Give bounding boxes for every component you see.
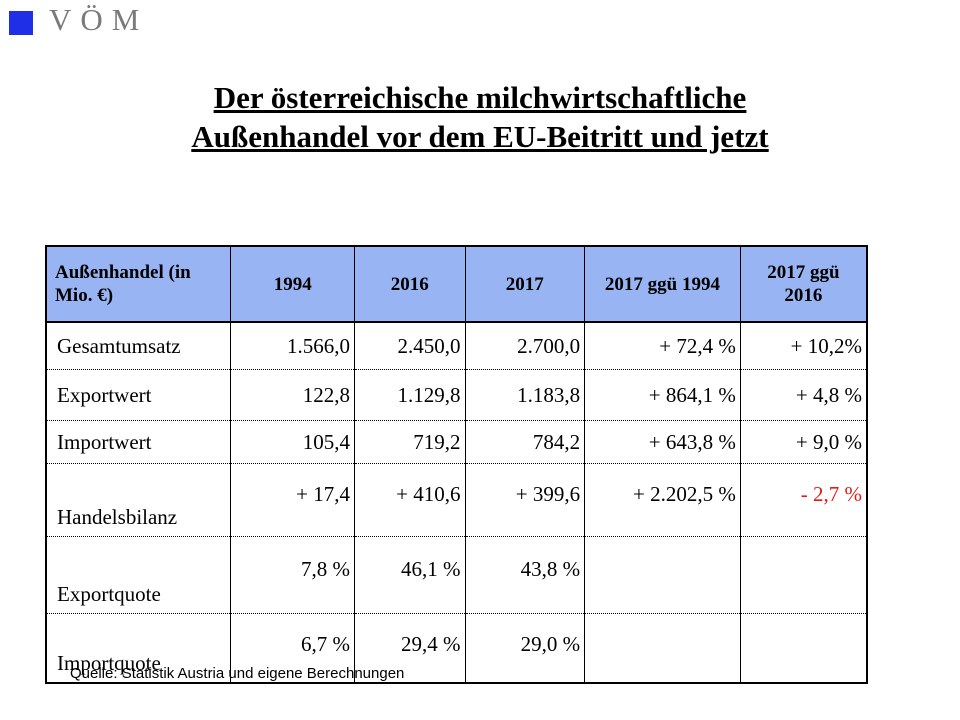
table-row: Gesamtumsatz 1.566,0 2.450,0 2.700,0 + 7… bbox=[45, 322, 868, 370]
table-cell: 122,8 bbox=[230, 369, 355, 421]
table-cell: 7,8 % bbox=[230, 536, 355, 614]
table-row: Handelsbilanz + 17,4 + 410,6 + 399,6 + 2… bbox=[45, 463, 868, 537]
table-cell: + 10,2% bbox=[739, 322, 868, 370]
page-title-line-2: Außenhandel vor dem EU-Beitritt und jetz… bbox=[191, 119, 769, 154]
logo-square-icon bbox=[9, 11, 33, 35]
row-label: Exportwert bbox=[45, 369, 232, 421]
table-cell: 1.183,8 bbox=[464, 369, 586, 421]
table-cell: 46,1 % bbox=[353, 536, 466, 614]
negative-value-cell: - 2,7 % bbox=[739, 463, 868, 537]
source-note: Quelle: Statistik Austria und eigene Ber… bbox=[70, 665, 405, 682]
column-header-category: Außenhandel (in Mio. €) bbox=[45, 245, 232, 323]
logo-text: VÖM bbox=[49, 2, 149, 37]
page-title: Der österreichische milchwirtschaftliche… bbox=[0, 78, 960, 156]
table-cell: 1.566,0 bbox=[230, 322, 355, 370]
table-cell: + 864,1 % bbox=[584, 369, 741, 421]
column-header-2016: 2016 bbox=[353, 245, 466, 323]
table-cell: 2.450,0 bbox=[353, 322, 466, 370]
table-cell bbox=[584, 613, 741, 683]
table-cell: + 410,6 bbox=[353, 463, 466, 537]
table-row: Exportwert 122,8 1.129,8 1.183,8 + 864,1… bbox=[45, 369, 868, 421]
table-cell: 784,2 bbox=[464, 420, 586, 464]
row-label: Importquote bbox=[45, 613, 232, 683]
table-cell: + 643,8 % bbox=[584, 420, 741, 464]
table-cell: 1.129,8 bbox=[353, 369, 466, 421]
table-cell: + 399,6 bbox=[464, 463, 586, 537]
column-header-2017: 2017 bbox=[464, 245, 586, 323]
table-cell: 29,0 % bbox=[464, 613, 586, 683]
table-cell bbox=[584, 536, 741, 614]
table-cell: 2.700,0 bbox=[464, 322, 586, 370]
column-header-2017-vs-2016: 2017 ggü 2016 bbox=[739, 245, 868, 323]
table-cell: + 2.202,5 % bbox=[584, 463, 741, 537]
table-row: Exportquote 7,8 % 46,1 % 43,8 % bbox=[45, 536, 868, 614]
row-label: Handelsbilanz bbox=[45, 463, 232, 537]
table-cell: + 9,0 % bbox=[739, 420, 868, 464]
table-cell bbox=[739, 613, 868, 683]
trade-table: Außenhandel (in Mio. €) 1994 2016 2017 2… bbox=[45, 245, 868, 684]
table-cell: 43,8 % bbox=[464, 536, 586, 614]
table-cell: 6,7 % bbox=[230, 613, 355, 683]
row-label: Gesamtumsatz bbox=[45, 322, 232, 370]
table-cell: + 4,8 % bbox=[739, 369, 868, 421]
row-label: Exportquote bbox=[45, 536, 232, 614]
table-row: Importquote 6,7 % 29,4 % 29,0 % bbox=[45, 613, 868, 683]
page-title-line-1: Der österreichische milchwirtschaftliche bbox=[213, 80, 747, 115]
column-header-1994: 1994 bbox=[230, 245, 355, 323]
row-label: Importwert bbox=[45, 420, 232, 464]
table-cell: 719,2 bbox=[353, 420, 466, 464]
table-cell: + 17,4 bbox=[230, 463, 355, 537]
table-cell bbox=[739, 536, 868, 614]
table-header-row: Außenhandel (in Mio. €) 1994 2016 2017 2… bbox=[45, 245, 868, 323]
column-header-2017-vs-1994: 2017 ggü 1994 bbox=[584, 245, 741, 323]
table-cell: 105,4 bbox=[230, 420, 355, 464]
voem-logo: VÖM bbox=[9, 2, 148, 38]
table-row: Importwert 105,4 719,2 784,2 + 643,8 % +… bbox=[45, 420, 868, 464]
table-cell: + 72,4 % bbox=[584, 322, 741, 370]
